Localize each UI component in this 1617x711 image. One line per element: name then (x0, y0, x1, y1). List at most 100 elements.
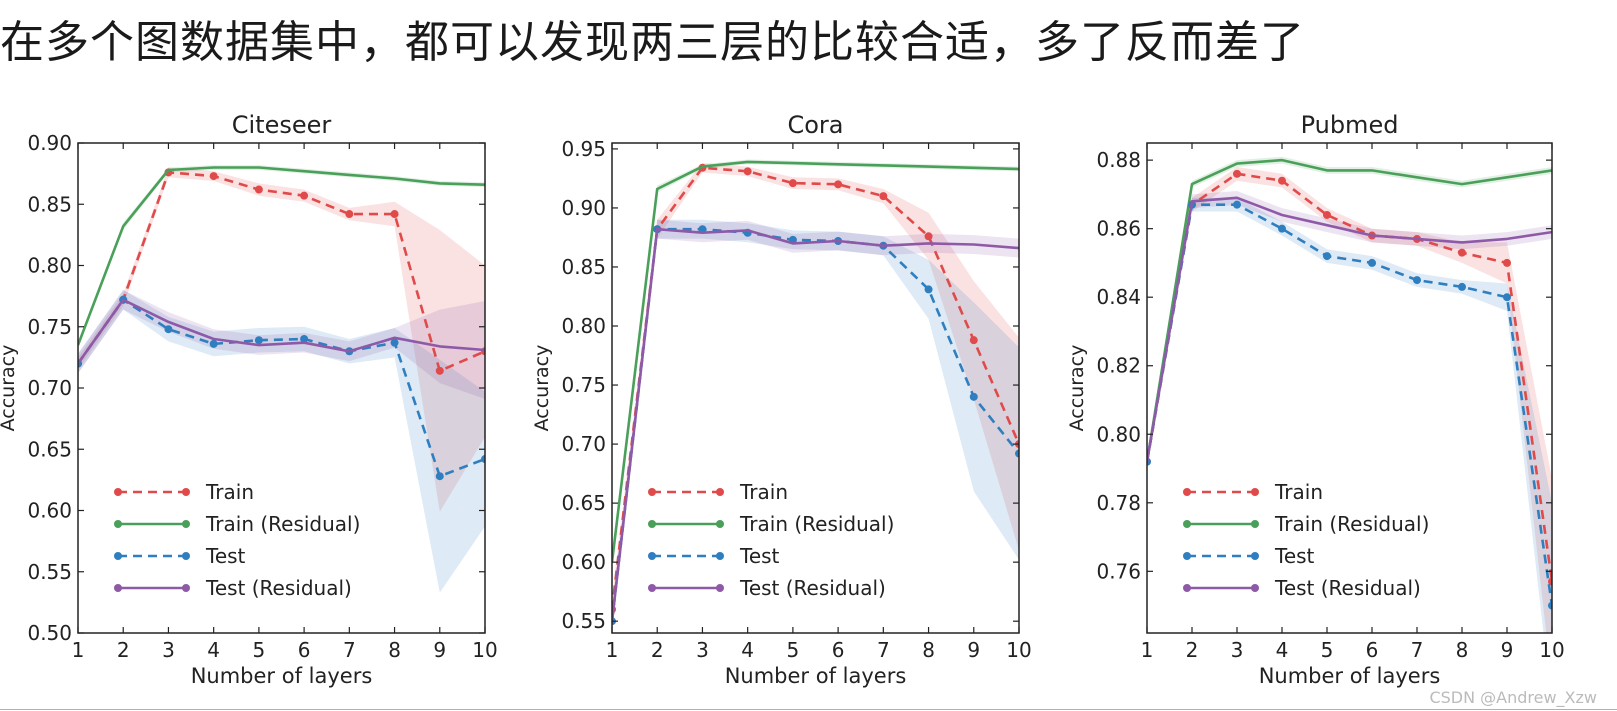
data-point (435, 366, 444, 375)
legend-marker (182, 520, 190, 528)
legend-marker (1183, 584, 1191, 592)
x-tick-label: 6 (832, 638, 845, 662)
x-tick-label: 10 (1539, 638, 1564, 662)
y-tick-label: 0.65 (561, 491, 606, 515)
series-line (1147, 203, 1552, 606)
x-tick-label: 2 (651, 638, 664, 662)
series-line (612, 166, 1019, 610)
plot-area (612, 159, 1019, 633)
legend-marker (1183, 520, 1191, 528)
y-tick-label: 0.70 (27, 376, 72, 400)
y-tick-label: 0.60 (561, 550, 606, 574)
data-point (1323, 252, 1331, 261)
legend-marker (1251, 584, 1259, 592)
x-tick-label: 5 (1321, 638, 1334, 662)
y-tick-label: 0.90 (561, 196, 606, 220)
legend-label: Train (205, 480, 254, 504)
x-tick-label: 9 (967, 638, 980, 662)
axes-frame (1146, 142, 1553, 634)
data-point (1548, 577, 1552, 586)
data-point (1458, 282, 1466, 291)
data-point (209, 339, 218, 348)
series-line (1147, 196, 1552, 462)
data-point (1278, 176, 1286, 185)
plot-area (1147, 156, 1552, 633)
x-tick-label: 5 (253, 638, 266, 662)
confidence-band (78, 290, 485, 593)
confidence-band (78, 167, 485, 512)
legend-marker (1251, 488, 1259, 496)
data-point (345, 210, 354, 219)
plot-area (78, 165, 485, 593)
series-line (78, 298, 485, 365)
data-point (788, 179, 797, 188)
legend-marker (114, 552, 122, 560)
y-tick-label: 0.55 (27, 560, 72, 584)
x-tick-label: 7 (1411, 638, 1424, 662)
chart-cora: Cora 0.55 0.60 0.65 0.70 0.75 0.80 0.85 0.90 0.95… (531, 111, 1032, 688)
data-point (879, 192, 888, 201)
x-tick-label: 7 (877, 638, 890, 662)
data-point (1503, 293, 1511, 302)
axes-frame (611, 142, 1020, 634)
x-tick-label: 9 (433, 638, 446, 662)
y-tick-label: 0.78 (1096, 491, 1141, 515)
series-line (612, 227, 1019, 622)
data-point (969, 392, 978, 401)
data-point (254, 336, 263, 345)
y-tick-label: 0.55 (561, 609, 606, 633)
y-tick-label: 0.80 (1096, 422, 1141, 446)
data-point (390, 210, 399, 219)
y-tick-label: 0.70 (561, 432, 606, 456)
data-point (390, 338, 399, 347)
y-tick-label: 0.50 (27, 621, 72, 645)
data-point (1458, 248, 1466, 257)
data-point (1548, 601, 1552, 610)
legend-marker (182, 552, 190, 560)
data-point (698, 225, 707, 234)
legend-label: Test (Residual) (1274, 576, 1421, 600)
data-point (1323, 210, 1331, 219)
y-tick-label: 0.75 (27, 315, 72, 339)
x-tick-label: 8 (922, 638, 935, 662)
data-point (1233, 169, 1241, 178)
x-tick-label: 5 (787, 638, 800, 662)
legend-marker (716, 488, 724, 496)
watermark: CSDN @Andrew_Xzw (1429, 688, 1597, 707)
data-point (1233, 200, 1241, 209)
x-tick-label: 9 (1501, 638, 1514, 662)
y-tick-label: 0.88 (1096, 148, 1141, 172)
y-tick-label: 0.80 (27, 254, 72, 278)
legend-marker (1251, 520, 1259, 528)
legend-label: Train (Residual) (739, 512, 894, 536)
chart-title: Cora (787, 111, 843, 139)
y-tick-label: 0.85 (27, 192, 72, 216)
x-tick-label: 10 (472, 638, 497, 662)
chart-citeseer: Citeseer 0.50 0.55 0.60 0.65 0.70 0.75 0.80 0.85… (0, 111, 498, 688)
x-tick-label: 10 (1006, 638, 1031, 662)
legend-label: Train (Residual) (1274, 512, 1429, 536)
y-tick-label: 0.85 (561, 255, 606, 279)
legend-marker (114, 584, 122, 592)
legend-label: Test (Residual) (205, 576, 352, 600)
data-point (924, 285, 933, 294)
page-title: 在多个图数据集中，都可以发现两三层的比较合适，多了反而差了 (0, 17, 1305, 68)
legend-marker (1183, 552, 1191, 560)
series-line (1147, 158, 1552, 462)
data-point (209, 172, 218, 181)
x-tick-label: 4 (207, 638, 220, 662)
x-tick-label: 4 (1276, 638, 1289, 662)
data-point (254, 185, 263, 194)
chart-title: Citeseer (232, 111, 332, 139)
legend-label: Test (1274, 544, 1315, 568)
legend-marker (648, 584, 656, 592)
y-tick-label: 0.60 (27, 499, 72, 523)
chart-pubmed: Pubmed 0.76 0.78 0.80 0.82 0.84 0.86 0.88 1 2 3 4 5 6… (1066, 111, 1565, 688)
data-point (1413, 276, 1421, 285)
series-line (1147, 172, 1552, 582)
y-tick-label: 0.76 (1096, 559, 1141, 583)
legend-marker (648, 488, 656, 496)
legend-marker (1251, 552, 1259, 560)
data-point (164, 325, 173, 334)
